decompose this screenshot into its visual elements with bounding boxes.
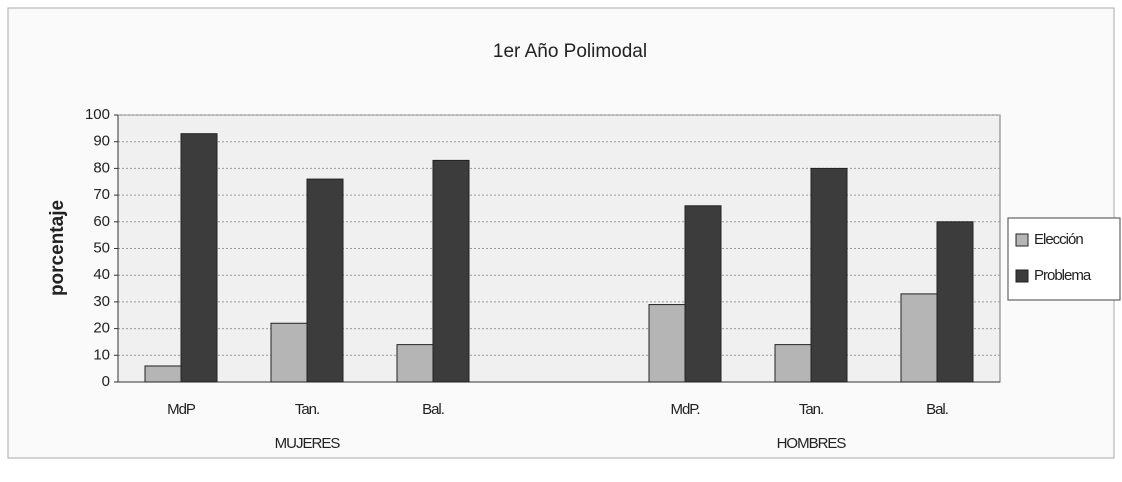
- group-label: MUJERES: [275, 435, 341, 452]
- x-tick-label: MdP: [167, 401, 196, 418]
- bar: [144, 365, 182, 383]
- x-tick-label: Tan.: [295, 401, 319, 418]
- legend-label: Problema: [1034, 267, 1092, 284]
- y-tick-label: 10: [93, 346, 110, 363]
- y-tick-label: 0: [102, 373, 110, 390]
- y-tick-label: 30: [93, 293, 110, 310]
- y-tick-label: 40: [93, 266, 110, 283]
- x-tick-label: Tan.: [799, 401, 823, 418]
- group-label: HOMBRES: [777, 435, 847, 452]
- y-tick-label: 70: [93, 186, 110, 203]
- legend-label: Elección: [1034, 231, 1083, 248]
- x-tick-label: Bal.: [926, 401, 948, 418]
- bar: [684, 205, 722, 383]
- y-axis-label: porcentaje: [47, 200, 68, 296]
- bar: [180, 133, 218, 383]
- x-tick-label: Bal.: [422, 401, 444, 418]
- bar: [900, 293, 938, 383]
- y-tick-label: 90: [93, 133, 110, 150]
- legend-swatch: [1015, 233, 1029, 247]
- y-tick-label: 60: [93, 213, 110, 230]
- bar: [432, 159, 470, 383]
- y-tick-label: 80: [93, 159, 110, 176]
- bar: [810, 167, 848, 383]
- y-tick-label: 100: [85, 106, 110, 123]
- bar: [306, 178, 344, 383]
- bar: [936, 221, 974, 383]
- bar: [648, 304, 686, 383]
- bar: [774, 344, 812, 383]
- y-tick-label: 50: [93, 239, 110, 256]
- chart-title: 1er Año Polimodal: [493, 41, 647, 62]
- legend-swatch: [1015, 269, 1029, 283]
- x-tick-label: MdP.: [670, 401, 699, 418]
- legend-box: [1007, 217, 1121, 301]
- bar: [396, 344, 434, 383]
- y-tick-label: 20: [93, 320, 110, 337]
- bar: [270, 322, 308, 383]
